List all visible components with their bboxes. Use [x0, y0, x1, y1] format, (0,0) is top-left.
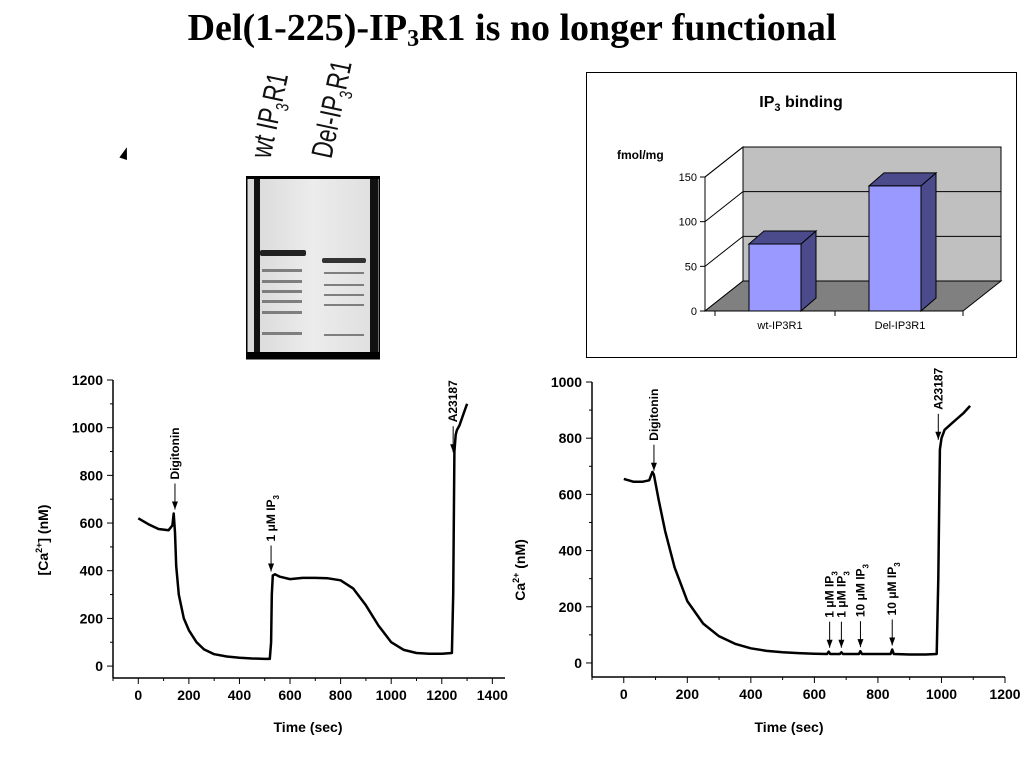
bar-ytick-label: 0: [691, 306, 697, 318]
annotation-label: 10 μM IP3: [853, 563, 870, 617]
calcium-trace-del-chart: Time (sec) Ca2+ (nM) 0 200 400 600 800 1000 12…: [511, 367, 1020, 735]
annotation-label: A23187: [446, 380, 460, 422]
annotation-label: Digitonin: [168, 428, 182, 480]
annotation-label: 1 μM IP3: [823, 571, 840, 618]
right-xlabel: Time (sec): [755, 719, 824, 735]
lane-label-wt: wt IP3R1: [244, 69, 296, 161]
x-tick-label: 800: [329, 687, 353, 703]
x-tick-label: 0: [620, 686, 628, 702]
bar-ytick-label: 150: [679, 172, 697, 184]
bar: [868, 185, 922, 312]
x-tick-label: 1400: [477, 687, 508, 703]
y-tick-label: 400: [80, 563, 104, 579]
bar-ytick-label: 50: [685, 261, 697, 273]
annotation-label: A23187: [931, 367, 945, 409]
annotation-label: Digitonin: [647, 389, 661, 441]
annotation-arrowhead: [268, 563, 275, 572]
y-tick-label: 800: [80, 467, 104, 483]
blot-image: [246, 176, 380, 360]
annotation-arrowhead: [171, 501, 178, 510]
x-tick-label: 1000: [376, 687, 407, 703]
y-tick-label: 400: [559, 543, 583, 559]
y-tick-label: 1200: [72, 372, 103, 388]
annotation-label: 10 μM IP3: [885, 562, 902, 616]
x-tick-label: 400: [228, 687, 252, 703]
left-ylabel: [Ca2+] (nM): [34, 505, 51, 576]
bar: [748, 243, 802, 312]
x-tick-label: 600: [278, 687, 302, 703]
calcium-trace-line: [137, 403, 469, 661]
annotation-label: 1 μM IP3: [264, 494, 281, 541]
y-tick-label: 200: [80, 610, 104, 626]
right-ylabel: Ca2+ (nM): [511, 539, 528, 601]
x-tick-label: 400: [739, 686, 763, 702]
annotation-arrowhead: [450, 444, 457, 453]
left-xlabel: Time (sec): [274, 719, 343, 735]
arrowhead-marker-icon: [119, 146, 131, 160]
y-tick-label: 0: [95, 658, 103, 674]
ip3-binding-panel: IP3 binding fmol/mg 0 50 100 150 wt-IP3R1 Del…: [586, 72, 1017, 358]
bar-category-label: wt-IP3R1: [756, 320, 802, 332]
x-tick-label: 600: [803, 686, 827, 702]
y-tick-label: 200: [559, 599, 583, 615]
annotation-arrowhead: [650, 462, 657, 471]
title-text: Del(1-225)-IP: [187, 7, 408, 49]
bar-side: [800, 229, 817, 313]
annotation-label: 1 μM IP3: [834, 571, 851, 618]
x-tick-label: 200: [676, 686, 700, 702]
annotation-arrowhead: [838, 639, 845, 648]
x-tick-label: 800: [866, 686, 890, 702]
y-tick-label: 600: [80, 515, 104, 531]
y-tick-label: 1000: [551, 374, 582, 390]
annotation-arrowhead: [857, 639, 864, 648]
y-tick-label: 0: [574, 655, 582, 671]
slide-title: Del(1-225)-IP3R1 is no longer functional: [0, 6, 1024, 53]
lane-label-del: Del-IP3R1: [305, 57, 359, 161]
bar-category-label: Del-IP3R1: [875, 320, 926, 332]
ip3-binding-chart: IP3 binding fmol/mg 0 50 100 150 wt-IP3R1 Del…: [617, 94, 1003, 332]
y-tick-label: 800: [559, 430, 583, 446]
title-subscript: 3: [407, 26, 420, 52]
x-tick-label: 200: [177, 687, 201, 703]
bar-chart-title: IP3 binding: [759, 94, 842, 114]
bar-chart-ylabel: fmol/mg: [617, 148, 664, 162]
annotation-arrowhead: [935, 431, 942, 440]
x-tick-label: 1200: [989, 686, 1020, 702]
calcium-trace-wt-chart: Time (sec) [Ca2+] (nM) 0 200 400 600 800 1000…: [34, 372, 508, 735]
y-tick-label: 600: [559, 486, 583, 502]
x-tick-label: 0: [134, 687, 142, 703]
western-blot: wt IP3R1 Del-IP3R1: [240, 57, 440, 360]
y-tick-label: 1000: [72, 420, 103, 436]
title-text-end: R1 is no longer functional: [419, 7, 837, 49]
bar-gridline: [704, 146, 1001, 178]
annotation-arrowhead: [826, 639, 833, 648]
annotation-arrowhead: [889, 637, 896, 646]
x-tick-label: 1000: [926, 686, 957, 702]
bar-side: [920, 171, 937, 313]
bar-ytick-label: 100: [679, 217, 697, 229]
x-tick-label: 1200: [426, 687, 457, 703]
calcium-trace-line: [623, 405, 972, 656]
